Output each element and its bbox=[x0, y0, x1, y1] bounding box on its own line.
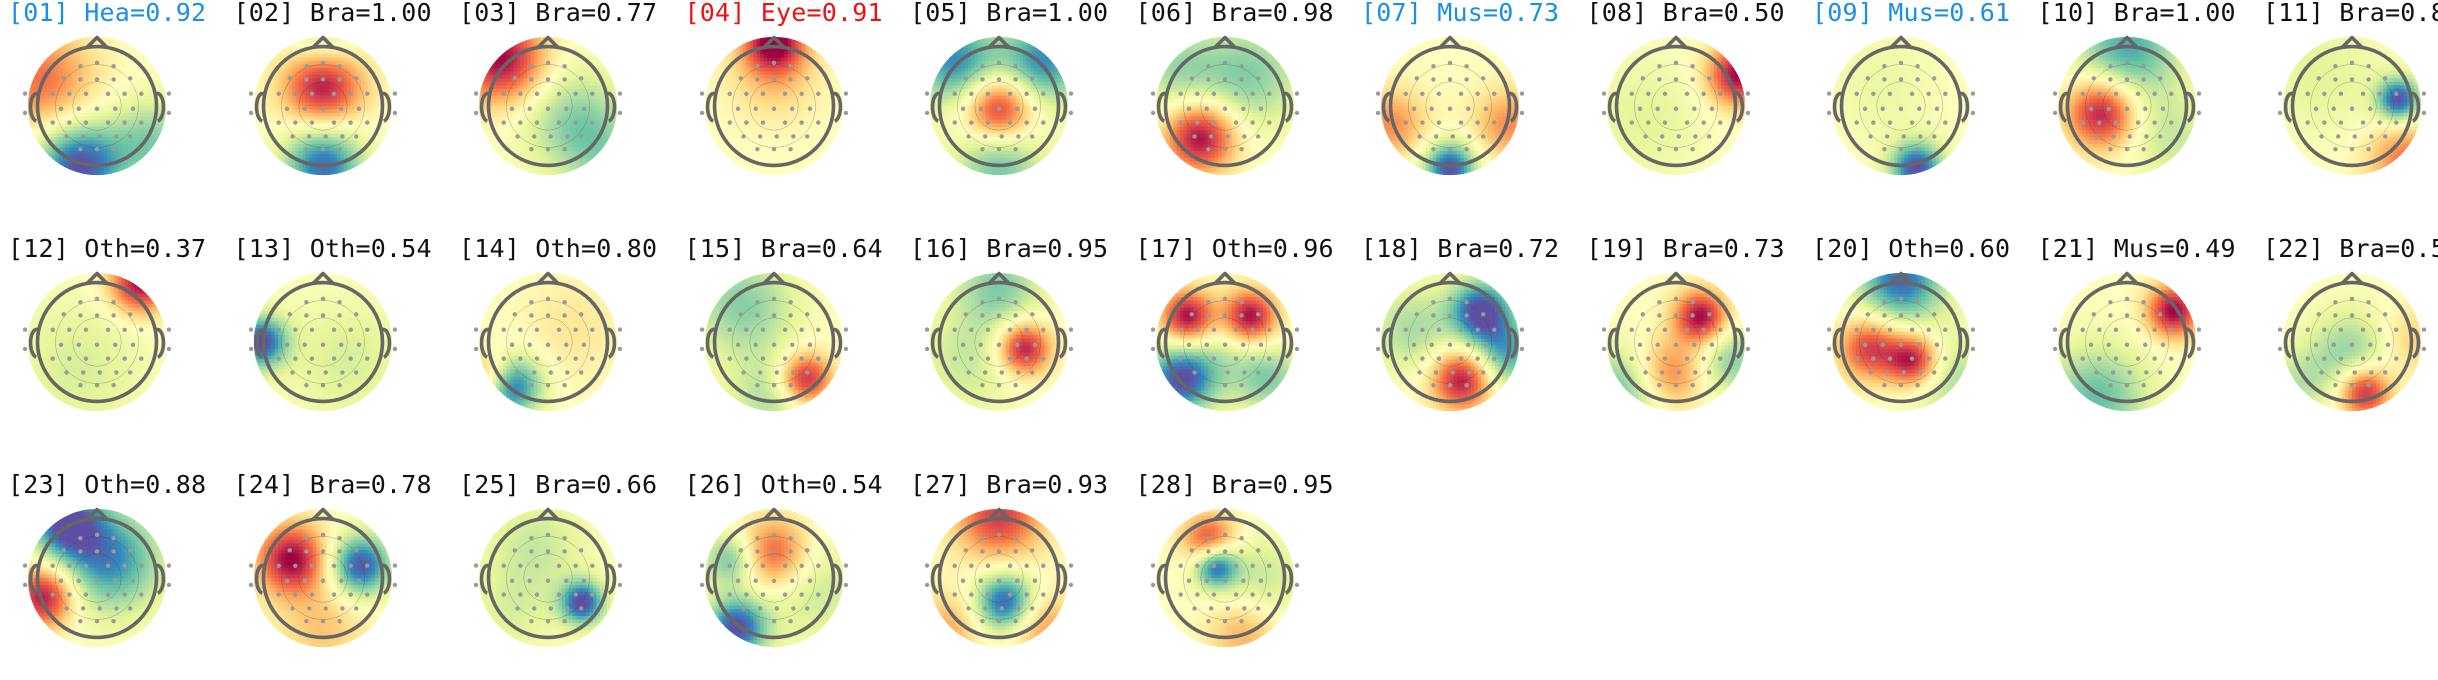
heat-field bbox=[253, 37, 392, 176]
heat-field bbox=[479, 509, 618, 648]
topomap bbox=[916, 494, 1082, 662]
heat-field bbox=[1832, 37, 1971, 176]
component-cell: [17] Oth=0.96 bbox=[1136, 234, 1360, 444]
component-cell: [11] Bra=0.84 bbox=[2263, 0, 2438, 208]
heat-field bbox=[28, 273, 167, 412]
heat-field bbox=[28, 509, 167, 648]
heat-field bbox=[704, 509, 843, 648]
heat-field bbox=[2057, 273, 2196, 412]
topomap bbox=[1818, 22, 1984, 190]
component-cell: [03] Bra=0.77 bbox=[459, 0, 683, 208]
component-cell: [24] Bra=0.78 bbox=[234, 470, 458, 680]
topomap bbox=[916, 22, 1082, 190]
heat-field bbox=[253, 509, 392, 648]
component-cell: [27] Bra=0.93 bbox=[910, 470, 1134, 680]
component-cell: [16] Bra=0.95 bbox=[910, 234, 1134, 444]
heat-field bbox=[479, 273, 618, 412]
heat-field bbox=[930, 37, 1069, 176]
component-cell: [20] Oth=0.60 bbox=[1812, 234, 2036, 444]
component-cell: [28] Bra=0.95 bbox=[1136, 470, 1360, 680]
heat-field bbox=[28, 37, 167, 176]
topomap bbox=[240, 22, 406, 190]
topomap bbox=[1367, 258, 1533, 426]
topomap bbox=[14, 22, 180, 190]
component-cell: [01] Hea=0.92 bbox=[8, 0, 232, 208]
topomap bbox=[1593, 22, 1759, 190]
heat-field bbox=[1155, 509, 1294, 648]
component-cell: [23] Oth=0.88 bbox=[8, 470, 232, 680]
component-cell: [14] Oth=0.80 bbox=[459, 234, 683, 444]
component-cell: [22] Bra=0.55 bbox=[2263, 234, 2438, 444]
heat-field bbox=[2283, 273, 2422, 412]
topomap bbox=[2269, 258, 2435, 426]
component-cell: [09] Mus=0.61 bbox=[1812, 0, 2036, 208]
component-cell: [07] Mus=0.73 bbox=[1361, 0, 1585, 208]
heat-field bbox=[2283, 37, 2422, 176]
topomap bbox=[1367, 22, 1533, 190]
heat-field bbox=[1606, 37, 1745, 176]
component-cell: [02] Bra=1.00 bbox=[234, 0, 458, 208]
heat-field bbox=[1155, 273, 1294, 412]
component-cell: [08] Bra=0.50 bbox=[1587, 0, 1811, 208]
topomap bbox=[465, 22, 631, 190]
heat-field bbox=[1381, 273, 1520, 412]
component-cell: [26] Oth=0.54 bbox=[685, 470, 909, 680]
topomap bbox=[2044, 22, 2210, 190]
component-cell: [04] Eye=0.91 bbox=[685, 0, 909, 208]
component-cell: [06] Bra=0.98 bbox=[1136, 0, 1360, 208]
component-cell: [13] Oth=0.54 bbox=[234, 234, 458, 444]
heat-field bbox=[1155, 37, 1294, 176]
topomap bbox=[691, 494, 857, 662]
heat-field bbox=[1832, 273, 1971, 412]
topomap bbox=[2269, 22, 2435, 190]
topomap bbox=[1593, 258, 1759, 426]
heat-field bbox=[1381, 37, 1520, 176]
heat-field bbox=[2057, 37, 2196, 176]
heat-field bbox=[930, 509, 1069, 648]
topomap bbox=[1142, 494, 1308, 662]
topomap bbox=[691, 22, 857, 190]
topomap bbox=[691, 258, 857, 426]
topomap bbox=[14, 258, 180, 426]
heat-field bbox=[704, 273, 843, 412]
component-cell: [25] Bra=0.66 bbox=[459, 470, 683, 680]
topomap bbox=[240, 494, 406, 662]
topomap bbox=[1818, 258, 1984, 426]
topomap bbox=[1142, 258, 1308, 426]
component-cell: [19] Bra=0.73 bbox=[1587, 234, 1811, 444]
topomap bbox=[240, 258, 406, 426]
component-cell: [18] Bra=0.72 bbox=[1361, 234, 1585, 444]
component-cell: [12] Oth=0.37 bbox=[8, 234, 232, 444]
heat-field bbox=[1606, 273, 1745, 412]
component-cell: [15] Bra=0.64 bbox=[685, 234, 909, 444]
topomap bbox=[916, 258, 1082, 426]
heat-field bbox=[704, 37, 843, 176]
topomap bbox=[465, 494, 631, 662]
topomap bbox=[1142, 22, 1308, 190]
topomap bbox=[14, 494, 180, 662]
heat-field bbox=[479, 37, 618, 176]
component-cell: [21] Mus=0.49 bbox=[2038, 234, 2262, 444]
topomap bbox=[465, 258, 631, 426]
topomap bbox=[2044, 258, 2210, 426]
component-cell: [05] Bra=1.00 bbox=[910, 0, 1134, 208]
component-cell: [10] Bra=1.00 bbox=[2038, 0, 2262, 208]
heat-field bbox=[253, 273, 392, 412]
heat-field bbox=[930, 273, 1069, 412]
